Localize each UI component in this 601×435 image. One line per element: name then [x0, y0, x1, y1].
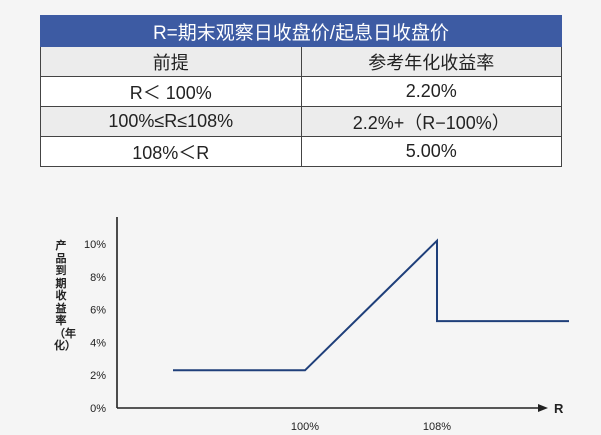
- y-tick-label: 10%: [84, 239, 106, 251]
- rate-table: R=期末观察日收盘价/起息日收盘价 前提 参考年化收益率 R＜ 100% 2.2…: [40, 15, 562, 167]
- y-tick-label: 2%: [90, 370, 106, 382]
- row-premise: 108%＜R: [40, 136, 302, 167]
- table-row: 108%＜R 5.00%: [40, 136, 562, 167]
- row-premise: 100%≤R≤108%: [40, 106, 302, 137]
- y-tick-labels: 0% 2% 4% 6% 8% 10%: [84, 239, 106, 415]
- table-title: R=期末观察日收盘价/起息日收盘价: [40, 15, 562, 47]
- table-row: 100%≤R≤108% 2.2%+（R−100%）: [40, 106, 562, 137]
- row-yield: 2.2%+（R−100%）: [300, 106, 562, 137]
- table-title-row: R=期末观察日收盘价/起息日收盘价: [40, 15, 562, 47]
- header-premise: 前提: [40, 46, 302, 77]
- table-header-row: 前提 参考年化收益率: [40, 46, 562, 77]
- y-tick-label: 4%: [90, 337, 106, 349]
- row-yield: 2.20%: [300, 76, 562, 107]
- x-tick-label: 108%: [423, 421, 451, 433]
- series-line: [173, 238, 569, 372]
- x-axis-label: R: [554, 401, 564, 416]
- header-reference-yield: 参考年化收益率: [300, 46, 562, 77]
- y-axis-label: 产品到期收益率（年化）: [54, 240, 76, 352]
- y-tick-label: 6%: [90, 305, 106, 317]
- table-row: R＜ 100% 2.20%: [40, 76, 562, 107]
- row-premise: R＜ 100%: [40, 76, 302, 107]
- yield-chart: 0% 2% 4% 6% 8% 10% 100% 108% R: [84, 217, 569, 433]
- x-tick-label: 100%: [291, 421, 319, 433]
- y-tick-label: 0%: [90, 403, 106, 415]
- y-tick-label: 8%: [90, 272, 106, 284]
- x-tick-labels: 100% 108%: [291, 421, 451, 433]
- row-yield: 5.00%: [300, 136, 562, 167]
- x-axis-arrow: [538, 404, 548, 412]
